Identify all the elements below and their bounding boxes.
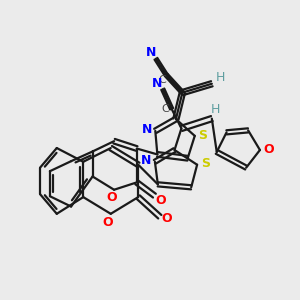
Text: H: H [216,71,225,84]
Text: O: O [103,215,113,229]
Text: O: O [162,212,172,225]
Text: S: S [201,157,210,170]
Text: C: C [158,75,166,85]
Text: N: N [141,154,151,167]
Text: N: N [146,46,156,59]
Text: O: O [156,194,166,207]
Text: C: C [162,104,170,114]
Text: N: N [152,77,162,90]
Text: O: O [263,143,274,156]
Text: S: S [199,129,208,142]
Text: H: H [211,103,220,116]
Text: O: O [106,191,117,205]
Text: N: N [142,123,152,136]
